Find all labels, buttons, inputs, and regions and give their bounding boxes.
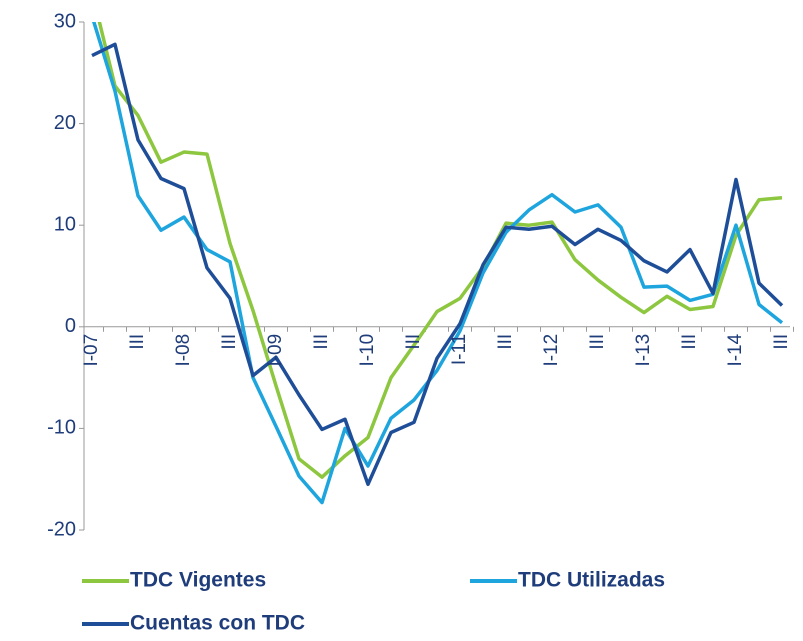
x-tick-label: I-07 xyxy=(81,334,102,367)
x-tick-label: I-14 xyxy=(725,333,746,366)
x-tick-label: III xyxy=(127,334,148,350)
legend-label: Cuentas con TDC xyxy=(130,612,305,635)
x-tick-label: III xyxy=(679,334,700,350)
x-tick-label: I-13 xyxy=(633,334,654,367)
x-tick-label: I-08 xyxy=(173,334,194,367)
x-tick-label: III xyxy=(587,334,608,350)
x-tick-label: I-12 xyxy=(541,334,562,367)
x-tick-label: I-10 xyxy=(357,334,378,367)
y-tick-label: 20 xyxy=(54,112,76,134)
y-tick-label: 30 xyxy=(54,10,76,32)
x-tick-label: I-11 xyxy=(449,334,470,365)
x-tick-label: III xyxy=(219,334,240,350)
x-tick-label: III xyxy=(771,334,792,350)
y-tick-label: 10 xyxy=(54,213,76,235)
series-line xyxy=(97,22,783,479)
axes xyxy=(79,21,794,531)
x-tick-label: III xyxy=(495,334,516,350)
legend-label: TDC Utilizadas xyxy=(518,569,665,592)
x-tick-label: III xyxy=(311,334,332,350)
y-tick-label: -10 xyxy=(47,417,76,439)
legend-label: TDC Vigentes xyxy=(130,569,266,592)
x-tick-label: III xyxy=(403,334,424,350)
y-tick-label: -20 xyxy=(47,518,76,540)
series-line xyxy=(91,42,784,487)
plot-area xyxy=(91,22,784,505)
y-tick-label: 0 xyxy=(65,315,76,337)
labels: -20 -10 0 10 20 30 I-07 III I-08 III I-09 III I-10 II… xyxy=(47,10,792,634)
x-tick-label: I-09 xyxy=(265,334,286,367)
series-line xyxy=(92,22,784,505)
